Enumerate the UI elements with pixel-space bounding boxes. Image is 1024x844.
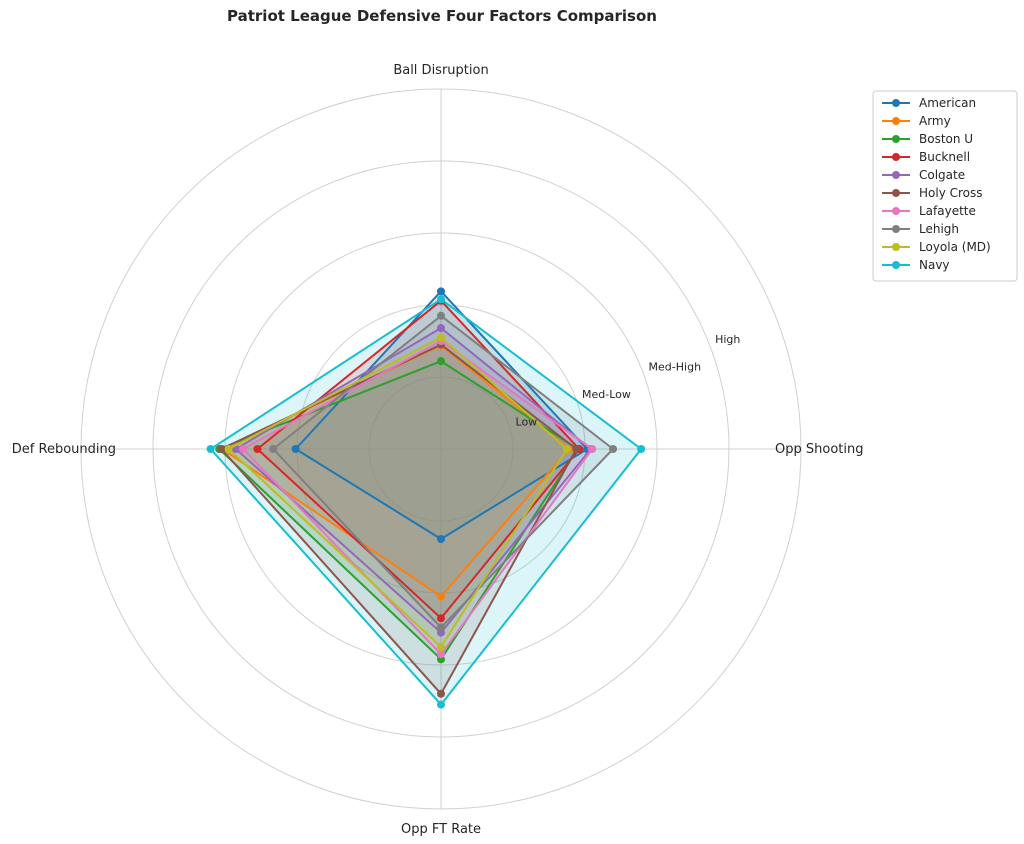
series-area-6 bbox=[243, 341, 593, 655]
chart-title: Patriot League Defensive Four Factors Co… bbox=[227, 7, 657, 25]
tick-label: Med-Low bbox=[582, 388, 631, 401]
legend-label: American bbox=[919, 96, 976, 110]
data-point bbox=[437, 311, 445, 320]
data-point bbox=[437, 650, 445, 659]
data-point bbox=[224, 445, 233, 453]
data-point bbox=[437, 295, 445, 304]
legend-marker bbox=[892, 99, 900, 107]
data-point bbox=[637, 445, 646, 453]
data-point bbox=[437, 324, 445, 333]
legend: American Army Boston U Bucknell Colgate Holy … bbox=[872, 90, 1018, 282]
legend-item: Lafayette bbox=[882, 204, 976, 218]
legend-marker bbox=[892, 153, 900, 161]
data-point bbox=[437, 357, 445, 366]
axis-label: Ball Disruption bbox=[393, 63, 488, 78]
legend-label: Holy Cross bbox=[919, 186, 983, 200]
data-point bbox=[437, 535, 445, 543]
data-point bbox=[609, 445, 618, 453]
series-area-8 bbox=[228, 337, 567, 647]
legend-marker bbox=[892, 117, 900, 125]
legend-label: Colgate bbox=[919, 168, 965, 182]
legend-marker bbox=[892, 225, 900, 233]
legend-marker bbox=[892, 189, 900, 197]
legend-item: Bucknell bbox=[882, 150, 970, 164]
data-point bbox=[588, 445, 597, 453]
legend-item: Boston U bbox=[882, 132, 973, 146]
data-point bbox=[217, 445, 226, 453]
data-point bbox=[269, 445, 278, 453]
legend-marker bbox=[892, 243, 900, 251]
legend-label: Bucknell bbox=[919, 150, 970, 164]
data-point bbox=[253, 445, 262, 453]
series-lines bbox=[206, 287, 646, 709]
radial-tick-labels: Low Med-Low Med-High High bbox=[516, 333, 741, 429]
legend-label: Army bbox=[919, 114, 951, 128]
tick-label: Med-High bbox=[649, 360, 702, 373]
data-point bbox=[437, 333, 445, 342]
series-9 bbox=[206, 295, 646, 709]
data-point bbox=[437, 700, 445, 709]
legend-item: American bbox=[882, 96, 976, 110]
series-7 bbox=[269, 311, 618, 632]
data-point bbox=[437, 689, 445, 698]
legend-item: Navy bbox=[882, 258, 950, 272]
series-8 bbox=[224, 333, 571, 651]
data-point bbox=[437, 287, 445, 296]
data-point bbox=[437, 592, 445, 601]
axis-labels: Ball Disruption Opp Shooting Opp FT Rate De… bbox=[12, 63, 864, 837]
legend-label: Boston U bbox=[919, 132, 973, 146]
axis-label: Def Rebounding bbox=[12, 442, 116, 457]
axis-label: Opp FT Rate bbox=[401, 822, 481, 837]
legend-marker bbox=[892, 261, 900, 269]
legend-label: Loyola (MD) bbox=[919, 240, 991, 254]
tick-label: Low bbox=[516, 415, 538, 428]
legend-item: Army bbox=[882, 114, 951, 128]
legend-label: Lehigh bbox=[919, 222, 959, 236]
data-point bbox=[239, 445, 247, 453]
legend-label: Navy bbox=[919, 258, 950, 272]
legend-item: Holy Cross bbox=[882, 186, 983, 200]
legend-item: Lehigh bbox=[882, 222, 959, 236]
radar-series bbox=[206, 287, 646, 709]
series-area-3 bbox=[257, 300, 580, 619]
legend-item: Colgate bbox=[882, 168, 965, 182]
legend-marker bbox=[892, 171, 900, 179]
axis-label: Opp Shooting bbox=[775, 442, 863, 457]
data-point bbox=[437, 614, 445, 623]
tick-label: High bbox=[715, 333, 740, 346]
data-point bbox=[291, 445, 300, 453]
series-area-0 bbox=[295, 291, 588, 539]
data-point bbox=[206, 445, 215, 453]
legend-marker bbox=[892, 135, 900, 143]
legend-label: Lafayette bbox=[919, 204, 976, 218]
data-point bbox=[437, 623, 445, 632]
legend-item: Loyola (MD) bbox=[882, 240, 991, 254]
data-point bbox=[437, 643, 445, 651]
legend-marker bbox=[892, 207, 900, 215]
data-point bbox=[572, 445, 581, 453]
data-point bbox=[563, 445, 571, 453]
